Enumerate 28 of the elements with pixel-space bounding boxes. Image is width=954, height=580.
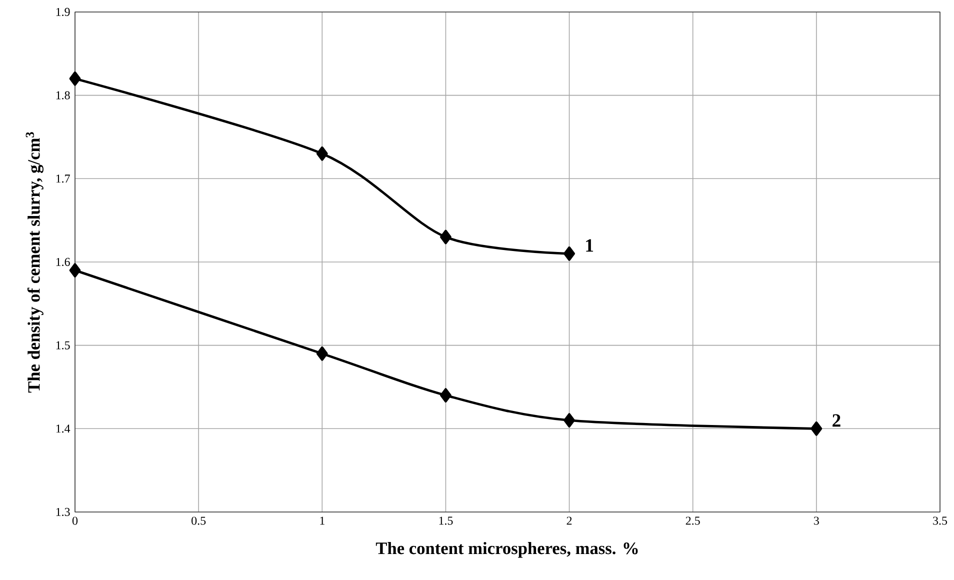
x-tick-label: 2 [566,516,572,525]
x-tick-label: 0.5 [192,516,206,525]
y-axis-title: The density of cement slurry, g/cm$^{3}$ [26,132,44,393]
x-tick-label: 1 [320,516,324,525]
x-tick-label: 3.5 [933,516,948,525]
point [564,246,575,261]
series-label: 2 [832,414,840,427]
point [810,421,822,436]
point [440,230,452,244]
y-tick-label: 1.8 [56,91,70,100]
y-tick-label: 1.3 [56,508,70,516]
point [69,71,81,86]
x-axis-title: The content microspheres, mass. % [376,542,638,558]
y-tick-label: 1.6 [56,258,70,266]
point [316,346,328,361]
series-label: 1 [586,239,594,252]
point [316,146,328,161]
point [69,263,81,278]
y-tick-label: 1.4 [56,424,70,433]
point [440,388,452,403]
y-tick-label: 1.9 [56,8,70,16]
x-tick-label: 1.5 [439,516,453,525]
x-tick-label: 2.5 [686,516,700,525]
x-tick-label: 0 [72,516,78,525]
y-tick-label: 1.7 [56,174,70,183]
point [564,413,575,428]
x-tick-label: 3 [814,516,819,525]
y-tick-label: 1.5 [56,341,70,350]
